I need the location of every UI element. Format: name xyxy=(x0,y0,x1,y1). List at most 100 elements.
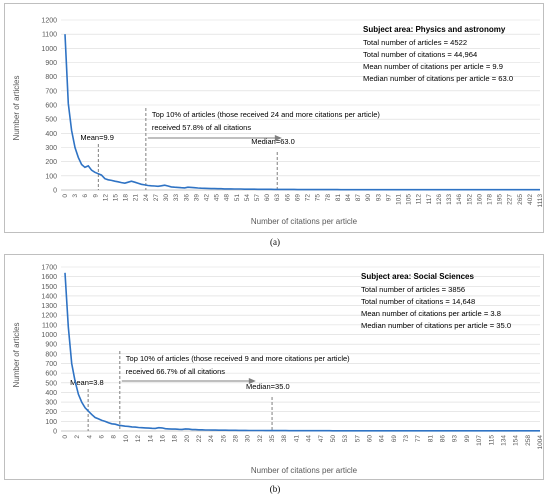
info-box: Subject area: Physics and astronomy Tota… xyxy=(363,25,513,83)
top10-label: received 57.8% of all citations xyxy=(152,123,251,132)
x-tick-label: 6 xyxy=(99,435,106,439)
x-tick-label: 64 xyxy=(379,435,386,443)
x-tick-label: 66 xyxy=(284,194,291,202)
x-tick-label: 60 xyxy=(264,194,271,202)
x-tick-label: 60 xyxy=(366,435,373,443)
x-tick-label: 3 xyxy=(72,194,79,198)
y-tick-label: 700 xyxy=(45,361,57,368)
y-tick-label: 400 xyxy=(45,390,57,397)
y-tick-label: 700 xyxy=(45,88,57,95)
x-tick-label: 9 xyxy=(92,194,99,198)
y-tick-label: 800 xyxy=(45,351,57,358)
x-tick-label: 178 xyxy=(486,194,493,205)
x-tick-label: 42 xyxy=(203,194,210,202)
x-tick-label: 6 xyxy=(82,194,89,198)
x-tick-label: 57 xyxy=(354,435,361,443)
panel-a: 0 100 200 300 400 500 600 700 800 900 1000 1100 1200… xyxy=(4,3,544,233)
x-tick-label: 57 xyxy=(254,194,261,202)
y-tick-label: 200 xyxy=(45,159,57,166)
x-tick-label: 115 xyxy=(488,435,495,446)
x-tick-label: 36 xyxy=(183,194,190,202)
y-tick-label: 1600 xyxy=(41,274,57,281)
x-tick-label: 73 xyxy=(403,435,410,443)
x-tick-label: 30 xyxy=(163,194,170,202)
x-tick-label: 107 xyxy=(476,435,483,446)
y-tick-label: 1300 xyxy=(41,303,57,310)
y-tick-label: 600 xyxy=(45,371,57,378)
x-tick-label: 50 xyxy=(330,435,337,443)
x-tick-label: 1113 xyxy=(537,194,543,208)
x-tick-label: 18 xyxy=(123,194,130,202)
y-tick-label: 400 xyxy=(45,131,57,138)
x-tick-label: 69 xyxy=(294,194,301,202)
y-tick-label: 100 xyxy=(45,419,57,426)
x-tick-label: 35 xyxy=(269,435,276,443)
info-box: Subject area: Social Sciences Total numb… xyxy=(361,272,511,330)
mean-label: Mean=9.9 xyxy=(80,133,114,142)
x-tick-label: 47 xyxy=(318,435,325,443)
chart-physics-astronomy: 0100200300400500600700800900100011001200… xyxy=(12,18,544,227)
x-tick-label: 126 xyxy=(436,194,443,205)
y-tick-label: 1200 xyxy=(41,18,57,25)
info-line: Mean number of citations per article = 3… xyxy=(361,309,501,318)
info-line: Total number of citations = 14,648 xyxy=(361,297,475,306)
x-tick-label: 22 xyxy=(196,435,203,443)
x-tick-label: 12 xyxy=(102,194,109,202)
x-tick-label: 0 xyxy=(62,435,69,439)
x-tick-label: 105 xyxy=(406,194,413,205)
top10-label: Top 10% of articles (those received 9 an… xyxy=(126,354,350,363)
median-label: Median=63.0 xyxy=(251,137,295,146)
y-tick-label: 500 xyxy=(45,380,57,387)
x-tick-label: 99 xyxy=(464,435,471,443)
x-tick-label: 26 xyxy=(220,435,227,443)
x-tick-label: 93 xyxy=(375,194,382,202)
mean-label: Mean=3.8 xyxy=(70,378,104,387)
x-tick-label: 24 xyxy=(208,435,215,443)
y-tick-label: 1400 xyxy=(41,293,57,300)
x-tick-label: 51 xyxy=(234,194,241,202)
series-line xyxy=(64,272,540,432)
x-axis-label: Number of citations per article xyxy=(251,217,358,226)
x-tick-label: 45 xyxy=(214,194,221,202)
x-tick-label: 21 xyxy=(133,194,140,202)
x-tick-label: 8 xyxy=(111,435,118,439)
x-axis-label: Number of citations per article xyxy=(251,466,358,475)
arrow-head xyxy=(248,378,256,384)
info-line: Total number of articles = 3856 xyxy=(361,285,465,294)
x-tick-label: 18 xyxy=(172,435,179,443)
x-tick-label: 258 xyxy=(525,435,532,446)
x-tick-label: 81 xyxy=(427,435,434,443)
y-tick-label: 1700 xyxy=(41,265,57,272)
x-tick-label: 48 xyxy=(224,194,231,202)
x-tick-label: 33 xyxy=(173,194,180,202)
x-tick-label: 15 xyxy=(113,194,120,202)
x-tick-label: 154 xyxy=(513,435,520,446)
y-tick-label: 500 xyxy=(45,117,57,124)
x-tick-label: 97 xyxy=(385,194,392,202)
y-tick-label: 600 xyxy=(45,103,57,110)
info-line: Total number of citations = 44,964 xyxy=(363,50,477,59)
info-title: Subject area: Social Sciences xyxy=(361,272,474,281)
x-tick-label: 152 xyxy=(466,194,473,205)
x-tick-label: 84 xyxy=(345,194,352,202)
x-tick-label: 39 xyxy=(193,194,200,202)
x-tick-label: 81 xyxy=(335,194,342,202)
x-tick-label: 14 xyxy=(147,435,154,443)
x-tick-label: 72 xyxy=(305,194,312,202)
caption-a: (a) xyxy=(270,237,280,247)
info-line: Median number of citations per article =… xyxy=(363,74,513,83)
top10-label: received 66.7% of all citations xyxy=(126,367,225,376)
x-tick-label: 78 xyxy=(325,194,332,202)
arrow-head xyxy=(274,135,282,141)
y-tick-label: 0 xyxy=(53,429,57,436)
y-tick-label: 1100 xyxy=(42,32,57,39)
y-tick-label: 1100 xyxy=(42,322,57,329)
median-label: Median=35.0 xyxy=(246,382,290,391)
x-tick-label: 112 xyxy=(416,194,423,205)
y-tick-label: 800 xyxy=(45,74,57,81)
x-tick-label: 30 xyxy=(245,435,252,443)
x-tick-label: 44 xyxy=(306,435,313,443)
x-tick-label: 90 xyxy=(365,194,372,202)
y-tick-label: 300 xyxy=(45,400,57,407)
x-tick-label: 2 xyxy=(74,435,81,439)
